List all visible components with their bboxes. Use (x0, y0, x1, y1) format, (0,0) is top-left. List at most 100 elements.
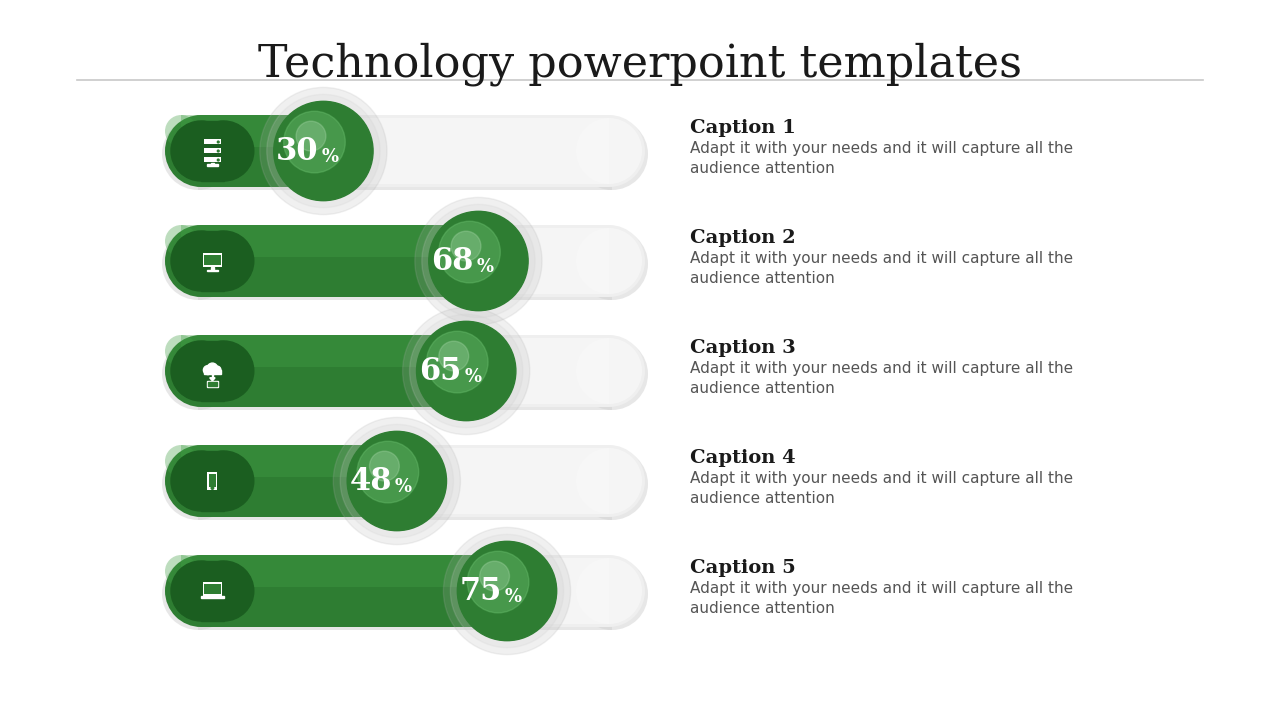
Circle shape (483, 225, 515, 257)
Circle shape (172, 231, 230, 291)
Circle shape (511, 555, 543, 588)
Bar (204, 584, 220, 594)
Bar (201, 225, 609, 297)
Bar (205, 140, 220, 144)
Bar (201, 231, 224, 291)
Circle shape (480, 561, 509, 591)
Bar (198, 118, 612, 190)
Bar (201, 121, 224, 181)
Bar (211, 374, 214, 379)
Circle shape (457, 541, 557, 641)
Bar (201, 561, 224, 621)
Bar (201, 228, 609, 294)
Circle shape (426, 331, 488, 393)
Circle shape (326, 115, 360, 148)
Circle shape (193, 561, 253, 621)
Circle shape (165, 115, 197, 148)
Circle shape (165, 445, 237, 517)
Circle shape (443, 225, 515, 297)
Circle shape (218, 150, 219, 152)
Polygon shape (210, 378, 215, 381)
Circle shape (576, 118, 648, 190)
Circle shape (284, 112, 346, 173)
Bar (201, 555, 507, 627)
Bar (211, 267, 214, 270)
Circle shape (576, 448, 648, 520)
Bar (201, 225, 479, 297)
Circle shape (165, 555, 237, 627)
Circle shape (443, 528, 571, 654)
Circle shape (165, 225, 237, 297)
Circle shape (165, 445, 197, 477)
Circle shape (471, 555, 543, 627)
Circle shape (288, 115, 360, 187)
Circle shape (429, 211, 529, 311)
Circle shape (193, 121, 253, 181)
Bar (201, 596, 224, 598)
Text: 48: 48 (349, 467, 392, 498)
Circle shape (370, 451, 399, 481)
Circle shape (333, 418, 461, 544)
Bar (182, 335, 486, 367)
Circle shape (165, 555, 237, 627)
Circle shape (361, 445, 433, 517)
Text: %: % (476, 258, 494, 276)
Circle shape (163, 448, 234, 520)
Bar (198, 448, 612, 520)
Circle shape (163, 338, 234, 410)
Bar (201, 335, 609, 407)
Circle shape (576, 228, 648, 300)
Circle shape (422, 204, 535, 318)
Bar (198, 228, 612, 300)
Text: %: % (506, 588, 522, 606)
Circle shape (168, 118, 234, 184)
Circle shape (163, 558, 234, 630)
Bar (182, 555, 527, 588)
Circle shape (204, 366, 212, 374)
Text: %: % (465, 368, 481, 386)
Bar (205, 158, 220, 162)
Bar (209, 474, 216, 487)
Circle shape (296, 121, 326, 151)
Circle shape (340, 424, 453, 538)
Circle shape (165, 225, 237, 297)
Circle shape (573, 335, 645, 407)
Text: %: % (321, 148, 338, 166)
Bar (182, 225, 498, 257)
Circle shape (470, 335, 502, 367)
Bar (201, 558, 609, 624)
Bar (206, 269, 219, 271)
Bar (204, 370, 221, 374)
Circle shape (165, 335, 237, 407)
Text: 75: 75 (460, 577, 502, 608)
Circle shape (260, 87, 387, 215)
Circle shape (576, 558, 648, 630)
Text: %: % (394, 478, 412, 496)
Bar (202, 582, 223, 596)
Circle shape (168, 448, 234, 514)
Circle shape (347, 431, 447, 531)
Circle shape (165, 555, 197, 588)
Text: Caption 4: Caption 4 (690, 449, 796, 467)
Circle shape (573, 555, 645, 627)
Circle shape (357, 441, 419, 503)
Bar (201, 445, 609, 517)
Circle shape (172, 561, 230, 621)
Circle shape (218, 141, 219, 143)
Text: Caption 2: Caption 2 (690, 229, 796, 247)
Text: 68: 68 (431, 246, 474, 277)
Circle shape (439, 341, 468, 371)
Bar (201, 115, 609, 187)
Circle shape (172, 121, 230, 181)
Bar (201, 451, 224, 511)
Circle shape (207, 363, 218, 374)
Circle shape (576, 228, 643, 294)
Circle shape (576, 558, 643, 624)
Bar (198, 338, 612, 410)
Circle shape (165, 445, 237, 517)
Circle shape (212, 366, 221, 374)
Circle shape (415, 197, 541, 325)
Text: Adapt it with your needs and it will capture all the
audience attention: Adapt it with your needs and it will cap… (690, 471, 1073, 505)
Circle shape (403, 307, 530, 435)
Text: Technology powerpoint templates: Technology powerpoint templates (259, 42, 1021, 86)
